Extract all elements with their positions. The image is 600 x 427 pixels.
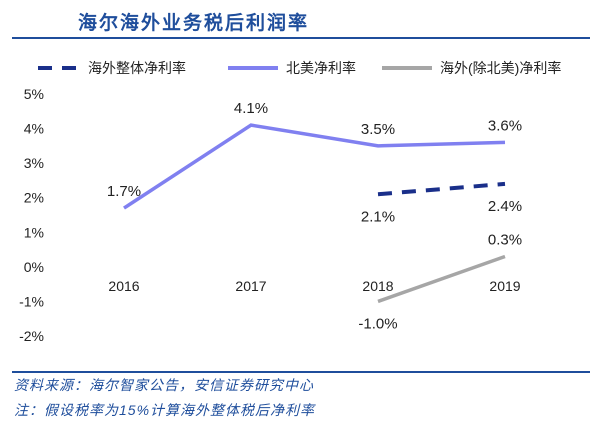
data-label: 2.1% [361, 208, 395, 225]
y-tick-label: 5% [24, 86, 44, 102]
y-tick-label: -2% [19, 328, 44, 344]
source-note: 资料来源：海尔智家公告，安信证券研究中心 [14, 377, 314, 393]
y-tick-label: 4% [24, 121, 44, 137]
data-label: 1.7% [107, 183, 141, 200]
y-tick-label: 0% [24, 259, 44, 275]
legend: 海外整体净利率 北美净利率 海外(除北美)净利率 [0, 58, 600, 78]
footer-rule [12, 371, 590, 373]
data-label: 4.1% [234, 100, 268, 117]
legend-item-north-america: 北美净利率 [228, 58, 356, 78]
y-tick-label: -1% [19, 293, 44, 309]
data-label: -1.0% [358, 315, 397, 332]
x-tick-label: 2016 [108, 278, 139, 294]
footnote: 注：假设税率为15%计算海外整体税后净利率 [14, 402, 316, 418]
chart-title: 海尔海外业务税后利润率 [78, 12, 310, 34]
data-label: 3.6% [488, 117, 522, 134]
legend-item-ex-na: 海外(除北美)净利率 [382, 58, 561, 78]
x-tick-label: 2019 [489, 278, 520, 294]
data-label: 3.5% [361, 121, 395, 138]
data-label: 0.3% [488, 231, 522, 248]
series-line-2 [377, 254, 506, 304]
x-tick-label: 2017 [235, 278, 266, 294]
legend-item-overall: 海外整体净利率 [38, 58, 186, 78]
legend-label: 海外(除北美)净利率 [440, 60, 562, 76]
title-rule [12, 37, 590, 39]
legend-label: 北美净利率 [286, 60, 356, 76]
y-tick-label: 3% [24, 155, 44, 171]
y-tick-label: 2% [24, 190, 44, 206]
x-tick-label: 2018 [362, 278, 393, 294]
y-tick-label: 1% [24, 224, 44, 240]
series-line-1 [123, 123, 506, 210]
legend-label: 海外整体净利率 [88, 60, 186, 76]
data-label: 2.4% [488, 198, 522, 215]
series-line-0 [377, 181, 506, 197]
